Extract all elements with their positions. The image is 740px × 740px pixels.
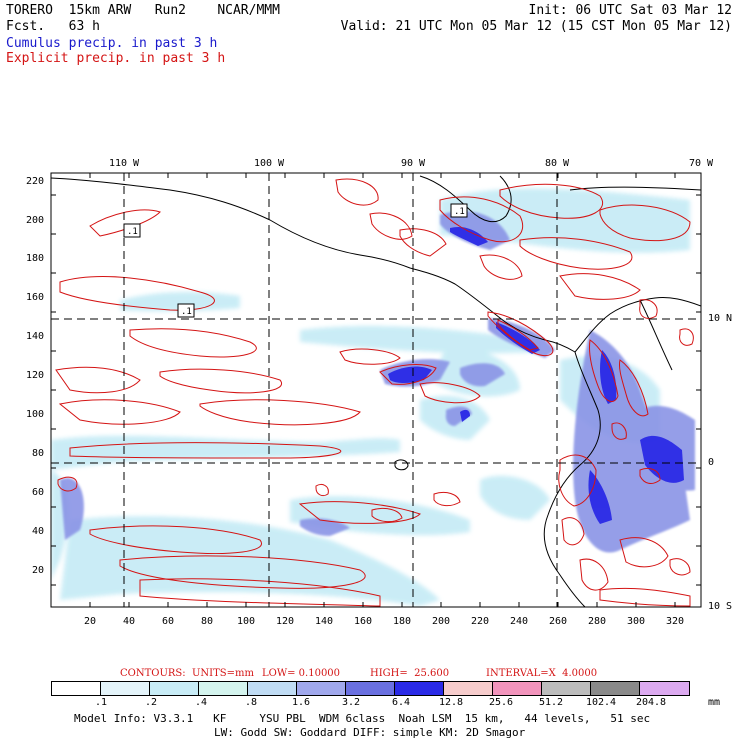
y-tick: 120 <box>25 370 44 381</box>
legend-swatch <box>52 682 101 695</box>
explicit-precip-label: Explicit precip. in past 3 h <box>6 51 226 66</box>
y-tick: 100 <box>25 409 44 420</box>
x-tick: 320 <box>665 616 685 627</box>
legend-swatch <box>150 682 199 695</box>
x-tick: 60 <box>161 616 175 627</box>
x-tick: 40 <box>122 616 136 627</box>
legend-swatch <box>493 682 542 695</box>
lat-label-10n: 10 N <box>708 313 733 324</box>
legend-label: 3.2 <box>341 697 361 708</box>
legend-label: 6.4 <box>391 697 411 708</box>
x-tick: 180 <box>392 616 412 627</box>
y-tick: 60 <box>31 487 44 498</box>
model-info-line2: LW: Godd SW: Goddard DIFF: simple KM: 2D… <box>214 726 526 739</box>
legend-swatch <box>101 682 150 695</box>
contour-interval: INTERVAL=X 4.0000 <box>486 668 598 679</box>
cumulus-heavy-shading <box>388 226 684 524</box>
color-legend <box>51 681 690 696</box>
legend-swatch <box>542 682 591 695</box>
lon-label-70w: 70 W <box>688 158 714 169</box>
legend-swatch <box>346 682 395 695</box>
x-tick: 280 <box>587 616 607 627</box>
legend-swatch <box>591 682 640 695</box>
lat-label-0: 0 <box>708 457 715 468</box>
lon-label-80w: 80 W <box>544 158 570 169</box>
x-tick: 20 <box>83 616 97 627</box>
contour-high: HIGH= 25.600 <box>370 668 450 679</box>
x-tick: 100 <box>236 616 256 627</box>
y-tick: 20 <box>31 565 44 576</box>
lon-label-100w: 100 W <box>253 158 285 169</box>
legend-unit: mm <box>708 697 721 708</box>
legend-swatch <box>640 682 689 695</box>
legend-label: .4 <box>194 697 208 708</box>
model-info-line1: Model Info: V3.3.1 KF YSU PBL WDM 6class… <box>74 712 651 725</box>
lat-lon-grid <box>51 173 701 607</box>
frame-tick-marks <box>50 173 701 607</box>
x-tick: 160 <box>353 616 373 627</box>
x-tick: 260 <box>548 616 568 627</box>
x-tick: 300 <box>626 616 646 627</box>
contour-value-label: .1 <box>127 227 138 237</box>
legend-label: 204.8 <box>635 697 667 708</box>
y-tick: 40 <box>31 526 44 537</box>
legend-label: 12.8 <box>438 697 464 708</box>
legend-label: 1.6 <box>291 697 311 708</box>
legend-label: .1 <box>94 697 108 708</box>
contour-units: CONTOURS: UNITS=mm <box>120 668 254 679</box>
x-tick: 220 <box>470 616 490 627</box>
cumulus-precip-label: Cumulus precip. in past 3 h <box>6 36 218 51</box>
legend-label: .8 <box>244 697 258 708</box>
contour-value-label: .1 <box>181 307 192 317</box>
y-tick: 140 <box>25 331 44 342</box>
x-tick: 200 <box>431 616 451 627</box>
x-tick: 140 <box>314 616 334 627</box>
legend-swatch <box>444 682 493 695</box>
forecast-hour: Fcst. 63 h <box>6 19 100 34</box>
contour-value-label: .1 <box>454 207 465 217</box>
y-tick: 220 <box>25 176 44 187</box>
x-tick: 240 <box>509 616 529 627</box>
legend-swatch <box>395 682 444 695</box>
legend-swatch <box>248 682 297 695</box>
legend-swatch <box>297 682 346 695</box>
model-title: TORERO 15km ARW Run2 NCAR/MMM <box>6 3 280 18</box>
contour-low: LOW= 0.10000 <box>262 668 341 679</box>
lat-label-10s: 10 S <box>708 601 733 612</box>
coastlines <box>51 175 701 607</box>
legend-label: 25.6 <box>488 697 514 708</box>
lon-label-90w: 90 W <box>400 158 426 169</box>
y-tick: 180 <box>25 253 44 264</box>
init-time: Init: 06 UTC Sat 03 Mar 12 <box>528 3 733 18</box>
legend-label: 102.4 <box>585 697 617 708</box>
y-tick: 160 <box>25 292 44 303</box>
y-tick: 80 <box>31 448 44 459</box>
x-tick: 120 <box>275 616 295 627</box>
x-tick: 80 <box>200 616 214 627</box>
legend-swatch <box>199 682 248 695</box>
explicit-precip-contours <box>55 178 694 607</box>
legend-label: 51.2 <box>538 697 564 708</box>
y-tick: 200 <box>25 215 44 226</box>
lon-label-110w: 110 W <box>108 158 140 169</box>
legend-label: .2 <box>144 697 158 708</box>
valid-time: Valid: 21 UTC Mon 05 Mar 12 (15 CST Mon … <box>340 19 732 34</box>
contour-value-boxes <box>123 203 468 318</box>
